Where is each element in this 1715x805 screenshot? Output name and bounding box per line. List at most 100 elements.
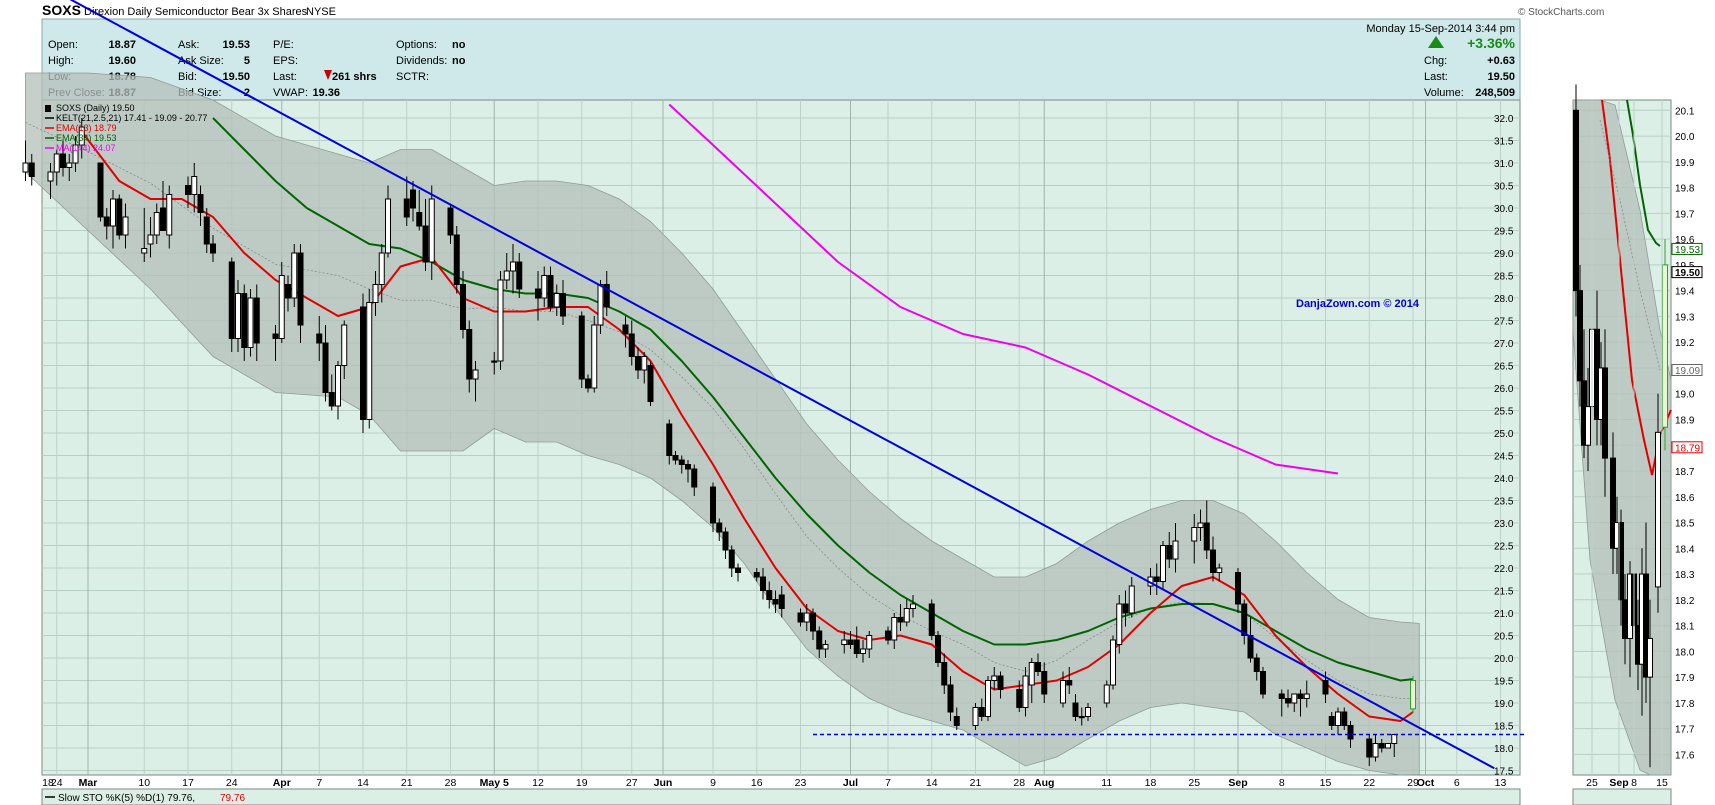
quote-value: no (452, 39, 466, 51)
y-tick-label: 20.5 (1494, 632, 1514, 643)
inset-candle-body (1643, 573, 1649, 678)
inset-x-tick-label: Sep (1609, 777, 1628, 789)
candles (22, 118, 1416, 766)
chg-label: Chg: (1424, 55, 1447, 67)
volume-value: 248,509 (1475, 87, 1515, 99)
legend-entry: EMA(13) 18.79 (56, 123, 117, 133)
legend-entry: KELT(21,2.5,21) 17.41 - 19.09 - 20.77 (56, 113, 207, 123)
candle-body (991, 675, 998, 681)
candle-body (1385, 743, 1391, 749)
y-tick-label: 23.0 (1494, 519, 1514, 530)
inset-y-tick-label: 18.3 (1675, 570, 1695, 581)
candle-body (341, 324, 348, 366)
candle-body (378, 252, 385, 285)
inset-y-tick-label: 18.1 (1675, 622, 1695, 633)
inset-candle-body (1602, 367, 1608, 459)
candle-body (1060, 680, 1066, 704)
x-tick-label: 14 (926, 777, 938, 789)
candle-body (1297, 693, 1304, 699)
y-tick-label: 23.5 (1494, 497, 1514, 508)
legend-entry: SOXS (Daily) 19.50 (56, 103, 135, 113)
candle-body (816, 630, 823, 650)
inset-x-axis: 25 Sep 8 15 (1586, 100, 1668, 789)
inset-candle-body (1655, 431, 1661, 588)
inset-y-tick-label: 19.0 (1675, 390, 1695, 401)
candle-body (1291, 693, 1298, 704)
y-tick-label: 22.5 (1494, 542, 1514, 553)
inset-y-tick-label: 17.9 (1675, 673, 1695, 684)
candle-body (235, 293, 241, 339)
keltner-channel (25, 72, 1420, 776)
y-tick-label: 31.0 (1494, 159, 1514, 170)
candle-body (466, 329, 473, 380)
y-tick-label: 32.0 (1494, 114, 1514, 125)
inset-chart (1572, 84, 1672, 776)
candle-body (166, 194, 173, 236)
y-tick-label: 26.0 (1494, 384, 1514, 395)
candle-body (647, 365, 654, 402)
candle-body (903, 608, 910, 623)
candle-body (510, 261, 516, 272)
candle-body (985, 680, 991, 717)
candle-body (1085, 707, 1091, 717)
y-axis: 17.5 18.0 18.5 19.0 19.5 20.0 20.5 21.0 21.5 22.0… (1494, 114, 1514, 778)
x-tick-label: 18 (42, 777, 54, 789)
candle-body (710, 486, 716, 524)
y-tick-label: 29.5 (1494, 227, 1514, 238)
inset-y-tick-label: 18.5 (1675, 519, 1695, 530)
inset-y-tick-label: 19.2 (1675, 338, 1695, 349)
price-tag-box (1671, 441, 1703, 454)
y-tick-label: 18.0 (1494, 744, 1514, 755)
y-tick-label: 30.5 (1494, 182, 1514, 193)
inset-y-tick-label: 18.9 (1675, 415, 1695, 426)
price-tag-label: 19.50 (1675, 268, 1700, 279)
x-tick-label: 22 (1363, 777, 1375, 789)
drawn-lines (69, 0, 1526, 770)
candle-body (1128, 585, 1135, 614)
inset-y-tick-label: 19.9 (1675, 158, 1695, 169)
y-tick-label: 20.0 (1494, 654, 1514, 665)
inset-candle-body (1585, 406, 1591, 446)
candle-body (285, 284, 291, 299)
y-tick-label: 27.5 (1494, 317, 1514, 328)
quote-label: Bid: (178, 71, 197, 83)
candle-body (53, 153, 60, 173)
candle-body (410, 189, 416, 209)
candle-body (535, 288, 541, 299)
candle-body (1335, 711, 1341, 726)
symbol: SOXS (42, 2, 81, 18)
x-tick-label: 19 (576, 777, 588, 789)
candle-body (1016, 689, 1023, 708)
candle-body (1410, 680, 1416, 710)
candle-body (1341, 711, 1348, 726)
quote-label: High: (48, 55, 74, 67)
candle-body (1285, 698, 1291, 704)
quote-value: 19.36 (312, 87, 340, 99)
candle-body (460, 284, 466, 330)
quote-label: VWAP: (273, 87, 308, 99)
inset-indicator-panel (1572, 788, 1672, 805)
candle-body (810, 612, 816, 632)
quote-label: Dividends: (396, 55, 447, 67)
candle-body (603, 284, 610, 308)
candle-body (860, 648, 866, 654)
inset-y-tick-label: 17.6 (1675, 750, 1695, 761)
candle-body (66, 162, 73, 168)
candle-body (797, 612, 804, 623)
candle-body (22, 162, 29, 173)
x-tick-label: 13 (1495, 777, 1507, 789)
inset-y-tick-label: 18.2 (1675, 596, 1695, 607)
inset-x-tick-label: 8 (1631, 777, 1637, 789)
candle-body (897, 617, 904, 623)
x-tick-label: 12 (532, 777, 544, 789)
candle-body (247, 297, 254, 348)
inset-candle-body (1647, 637, 1653, 678)
x-tick-label: 24 (51, 777, 63, 789)
candle-body (1116, 603, 1123, 645)
inset-candle-body (1573, 109, 1579, 292)
candle-body (847, 639, 854, 645)
price-tag-box (1671, 266, 1703, 279)
quote-value: 19.60 (108, 55, 136, 67)
quote-value: 5 (244, 55, 250, 67)
candle-body (147, 234, 154, 245)
